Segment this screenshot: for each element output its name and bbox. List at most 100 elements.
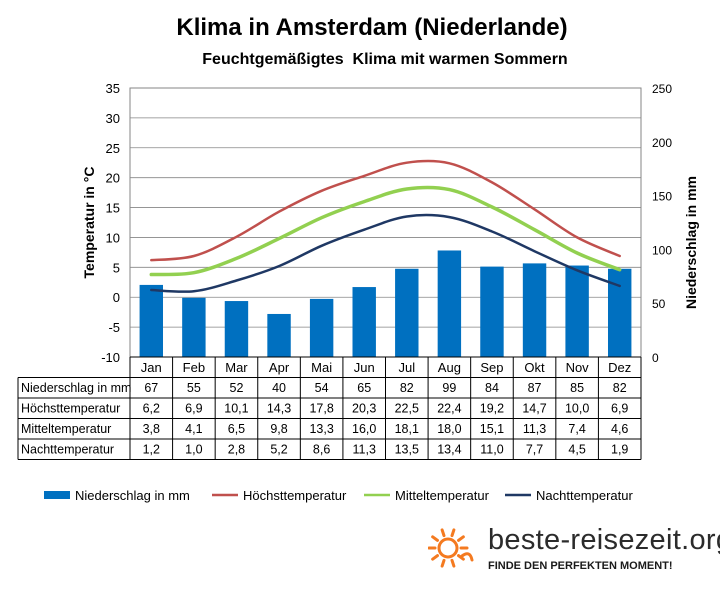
- y2-axis-title: Niederschlag in mm: [683, 176, 699, 309]
- table-cell: 8,6: [313, 443, 330, 457]
- y2-tick-label: 100: [652, 243, 672, 257]
- table-cell: 11,3: [353, 443, 376, 457]
- y-tick-label: 35: [106, 81, 120, 96]
- table-cell: 52: [230, 381, 244, 395]
- y-tick-label: 5: [113, 260, 120, 275]
- table-cell: 20,3: [352, 402, 376, 416]
- table-cell: 55: [187, 381, 201, 395]
- table-cell: 5,2: [270, 443, 287, 457]
- table-cell: 1,9: [611, 443, 628, 457]
- y2-tick-label: 50: [652, 297, 666, 311]
- y2-tick-label: 250: [652, 82, 672, 96]
- sun-ray: [440, 558, 446, 568]
- month-label: Jan: [141, 360, 162, 375]
- data-table: Jan Feb Mar Apr Mai Jun Jul Aug Sep Okt Nov Dez Nied…: [17, 356, 642, 460]
- line-max: [150, 159, 621, 262]
- month-label: Feb: [183, 360, 205, 375]
- legend-swatch-precip: [44, 491, 70, 499]
- chart-title: Klima in Amsterdam (Niederlande): [176, 14, 567, 41]
- temperature-lines: [149, 159, 622, 293]
- table-cell: 9,8: [270, 422, 287, 436]
- legend-label: Höchsttemperatur: [243, 488, 347, 503]
- month-label: Sep: [480, 360, 503, 375]
- sun-ray: [450, 558, 456, 568]
- table-cell: 54: [315, 381, 329, 395]
- row-label: Nachttemperatur: [21, 443, 114, 457]
- brand-name: beste-reisezeit.org: [488, 524, 720, 556]
- table-cell: 85: [570, 381, 584, 395]
- table-cell: 19,2: [480, 402, 504, 416]
- table-cell: 4,6: [611, 422, 628, 436]
- table-cell: 1,0: [185, 443, 202, 457]
- bar-jun: [352, 287, 376, 357]
- y2-tick-label: 200: [652, 136, 672, 150]
- month-label: Apr: [269, 360, 290, 375]
- y-tick-label: 25: [106, 141, 120, 156]
- brand-logo: beste-reisezeit.org FINDE DEN PERFEKTEN …: [428, 520, 720, 588]
- bar-mai: [309, 298, 334, 357]
- month-label: Mai: [311, 360, 332, 375]
- table-cell: 82: [613, 381, 627, 395]
- bar-nov: [565, 265, 589, 357]
- table-cell: 14,3: [267, 402, 291, 416]
- bar-okt: [522, 263, 547, 357]
- row-label: Mitteltemperatur: [21, 422, 111, 436]
- y2-tick-label: 150: [652, 190, 672, 204]
- sun-ray: [457, 554, 465, 561]
- legend: Niederschlag in mm Höchsttemperatur Mittel…: [44, 488, 633, 503]
- month-label: Jun: [354, 360, 375, 375]
- row-label: Niederschlag in mm: [21, 381, 131, 395]
- sun-ray: [431, 554, 439, 561]
- table-cell: 22,4: [437, 402, 461, 416]
- bar-jan: [139, 284, 164, 357]
- table-cell: 18,1: [395, 422, 419, 436]
- bar-dez: [607, 268, 632, 357]
- table-cell: 7,7: [526, 443, 543, 457]
- table-cell: 22,5: [395, 402, 419, 416]
- month-label: Nov: [566, 360, 590, 375]
- legend-label: Mitteltemperatur: [395, 488, 490, 503]
- y-tick-label: -10: [101, 350, 120, 365]
- month-label: Okt: [524, 360, 545, 375]
- table-cell: 99: [442, 381, 456, 395]
- y-tick-label: 20: [106, 171, 120, 186]
- line-mean: [149, 185, 622, 277]
- line-min: [150, 213, 621, 293]
- table-cell: 13,3: [309, 422, 333, 436]
- axes: 35302520151050-5-10250200150100500Temper…: [81, 81, 699, 365]
- sun-ray: [450, 528, 456, 538]
- row-label: Höchsttemperatur: [21, 402, 120, 416]
- table-cell: 10,1: [224, 402, 248, 416]
- bar-jul: [395, 268, 419, 357]
- month-label: Jul: [398, 360, 415, 375]
- brand-tagline: FINDE DEN PERFEKTEN MOMENT!: [488, 560, 673, 572]
- sun-ray: [431, 535, 439, 542]
- precipitation-bars: [139, 250, 632, 357]
- y-tick-label: 10: [106, 230, 120, 245]
- sun-ray: [440, 528, 446, 538]
- table-cell: 14,7: [522, 402, 546, 416]
- y-tick-label: 30: [106, 111, 120, 126]
- y2-tick-label: 0: [652, 351, 659, 365]
- table-cell: 1,2: [143, 443, 160, 457]
- table-cell: 40: [272, 381, 286, 395]
- table-cell: 3,8: [143, 422, 160, 436]
- bar-mar: [224, 301, 249, 357]
- table-cell: 6,9: [611, 402, 628, 416]
- table-cell: 13,4: [437, 443, 461, 457]
- table-cell: 16,0: [352, 422, 376, 436]
- sun-icon: [428, 528, 474, 568]
- table-cell: 18,0: [437, 422, 461, 436]
- bar-apr: [267, 313, 291, 357]
- table-cell: 82: [400, 381, 414, 395]
- bar-aug: [437, 250, 462, 357]
- table-cell: 84: [485, 381, 499, 395]
- chart-subtitle: Feuchtgemäßigtes Klima mit warmen Sommer…: [202, 51, 567, 68]
- table-cell: 7,4: [568, 422, 585, 436]
- y-axis-title: Temperatur in °C: [81, 167, 97, 279]
- table-cell: 65: [357, 381, 371, 395]
- table-cell: 87: [528, 381, 542, 395]
- bar-feb: [182, 297, 206, 357]
- month-label: Dez: [608, 360, 631, 375]
